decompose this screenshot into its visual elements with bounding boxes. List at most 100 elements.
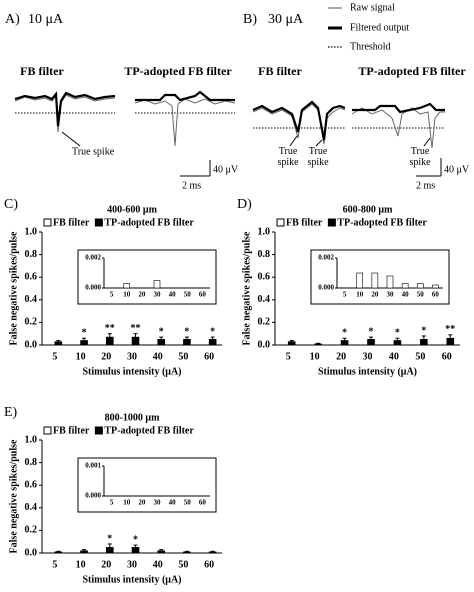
x-tick-label: 10: [76, 559, 86, 570]
panel-title: 10 μA: [28, 12, 64, 27]
legend-swatch: [94, 218, 103, 227]
inset-bar: [153, 280, 161, 289]
inset-x-tick-label: 10: [356, 291, 364, 299]
panel-label: B): [243, 12, 257, 27]
annotation: True spike: [277, 146, 299, 168]
y-tick-label: 1.0: [25, 434, 38, 445]
chart-title: 800-1000 μm: [105, 412, 160, 423]
significance: *: [159, 326, 164, 337]
legend-label: TP-adopted FB filter: [104, 425, 194, 436]
significance: *: [395, 328, 400, 339]
bar: [340, 340, 349, 346]
x-tick-label: 50: [178, 351, 188, 362]
legend-label: FB filter: [53, 425, 90, 436]
bar: [393, 340, 402, 346]
bar: [157, 550, 166, 554]
y-tick-label: 0.2: [25, 317, 38, 328]
inset-x-tick-label: 10: [123, 291, 131, 299]
significance: *: [210, 326, 215, 337]
inset-x-tick-label: 10: [123, 499, 131, 507]
x-tick-label: 30: [127, 351, 137, 362]
inset-bar: [123, 283, 131, 289]
x-tick-label: 5: [52, 351, 57, 362]
y-axis-label: False negative spikes/pulse: [8, 231, 19, 345]
significance: *: [369, 326, 374, 337]
chart-title: 600-800 μm: [343, 204, 393, 215]
bar: [420, 339, 428, 346]
bar: [80, 550, 88, 554]
y-tick-label: 0.4: [25, 502, 38, 513]
chart-title: 400-600 μm: [107, 204, 157, 215]
y-tick-label: 0.2: [25, 525, 38, 536]
legend-label: Raw signal: [350, 2, 395, 13]
inset-x-tick-label: 20: [138, 499, 146, 507]
inset-x-tick-label: 5: [343, 291, 347, 299]
bar: [105, 336, 114, 346]
inset-bar: [386, 275, 394, 289]
panel-label: D): [237, 197, 252, 212]
scale-label: 40 μV: [444, 164, 470, 175]
bar: [287, 341, 296, 346]
x-tick-label: 20: [336, 351, 346, 362]
legend-swatch: [276, 218, 285, 227]
inset-x-tick-label: 20: [371, 291, 379, 299]
x-tick-label: 40: [389, 351, 399, 362]
y-axis-label: False negative spikes/pulse: [241, 231, 252, 345]
inset-x-tick-label: 40: [402, 291, 410, 299]
panel-label: E): [4, 405, 18, 420]
legend-label: Filtered output: [350, 22, 409, 33]
x-tick-label: 20: [101, 559, 111, 570]
bar: [208, 339, 217, 346]
inset-x-tick-label: 60: [199, 291, 207, 299]
y-tick-label: 0.6: [25, 479, 38, 490]
significance: **: [105, 323, 115, 334]
x-tick-label: 30: [127, 559, 137, 570]
inset-y-tick-label: 0.002: [318, 254, 334, 262]
significance: *: [342, 328, 347, 339]
y-tick-label: 1.0: [258, 226, 271, 237]
inset-x-tick-label: 60: [432, 291, 440, 299]
panel-title: 30 μA: [268, 12, 304, 27]
legend-swatch: [43, 426, 52, 435]
annotation: True spike: [307, 146, 329, 168]
inset-bar: [356, 272, 364, 289]
legend-label: FB filter: [286, 217, 323, 228]
panel-subtitle: FB filter: [20, 64, 64, 78]
bar: [183, 551, 191, 554]
y-tick-label: 0.0: [25, 547, 38, 558]
y-tick-label: 0.0: [258, 339, 271, 350]
scale-bar: [180, 160, 211, 177]
waveforms-a: [14, 90, 236, 147]
bar: [131, 336, 140, 346]
y-tick-label: 0.4: [25, 294, 38, 305]
scale-label: 2 ms: [182, 180, 201, 191]
x-tick-label: 50: [178, 559, 188, 570]
bar: [157, 339, 166, 346]
significance: *: [107, 533, 112, 544]
y-tick-label: 0.0: [25, 339, 38, 350]
x-axis-label: Stimulus intensity (μA): [82, 574, 181, 585]
bar: [367, 339, 375, 346]
inset-x-tick-label: 40: [169, 499, 177, 507]
legend-label: TP-adopted FB filter: [337, 217, 427, 228]
inset-x-tick-label: 40: [169, 291, 177, 299]
y-tick-label: 0.8: [25, 457, 38, 468]
inset-x-tick-label: 5: [110, 499, 114, 507]
x-tick-label: 30: [363, 351, 373, 362]
inset-frame: [77, 457, 217, 513]
inset-y-tick-label: 0.000: [85, 284, 101, 292]
bar: [446, 337, 455, 346]
bar: [314, 343, 322, 346]
y-tick-label: 0.6: [25, 271, 38, 282]
inset-y-tick-label: 0.000: [85, 492, 101, 500]
x-tick-label: 40: [153, 351, 163, 362]
y-tick-label: 0.6: [258, 271, 271, 282]
bar: [208, 551, 217, 554]
panel-label: A): [5, 12, 20, 27]
bar: [54, 341, 63, 346]
waveforms-b: [252, 100, 445, 149]
inset-frame: [77, 249, 217, 305]
x-tick-label: 10: [76, 351, 86, 362]
inset-bar: [401, 283, 409, 289]
inset-bar: [432, 284, 439, 289]
